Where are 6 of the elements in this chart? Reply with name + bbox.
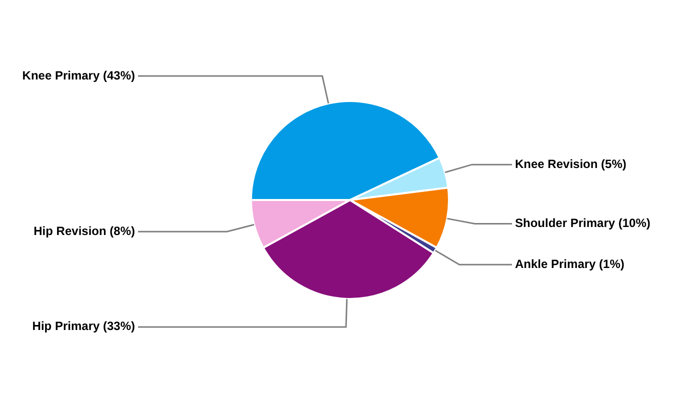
slice-label: Knee Revision (5%) bbox=[515, 156, 626, 171]
slice-label: Ankle Primary (1%) bbox=[515, 256, 624, 271]
slice-label: Hip Primary (33%) bbox=[32, 319, 136, 334]
slice-label: Hip Revision (8%) bbox=[34, 224, 135, 238]
slice-label: Shoulder Primary (10%) bbox=[515, 216, 650, 230]
slice-label: Knee Primary (43%) bbox=[22, 68, 135, 82]
